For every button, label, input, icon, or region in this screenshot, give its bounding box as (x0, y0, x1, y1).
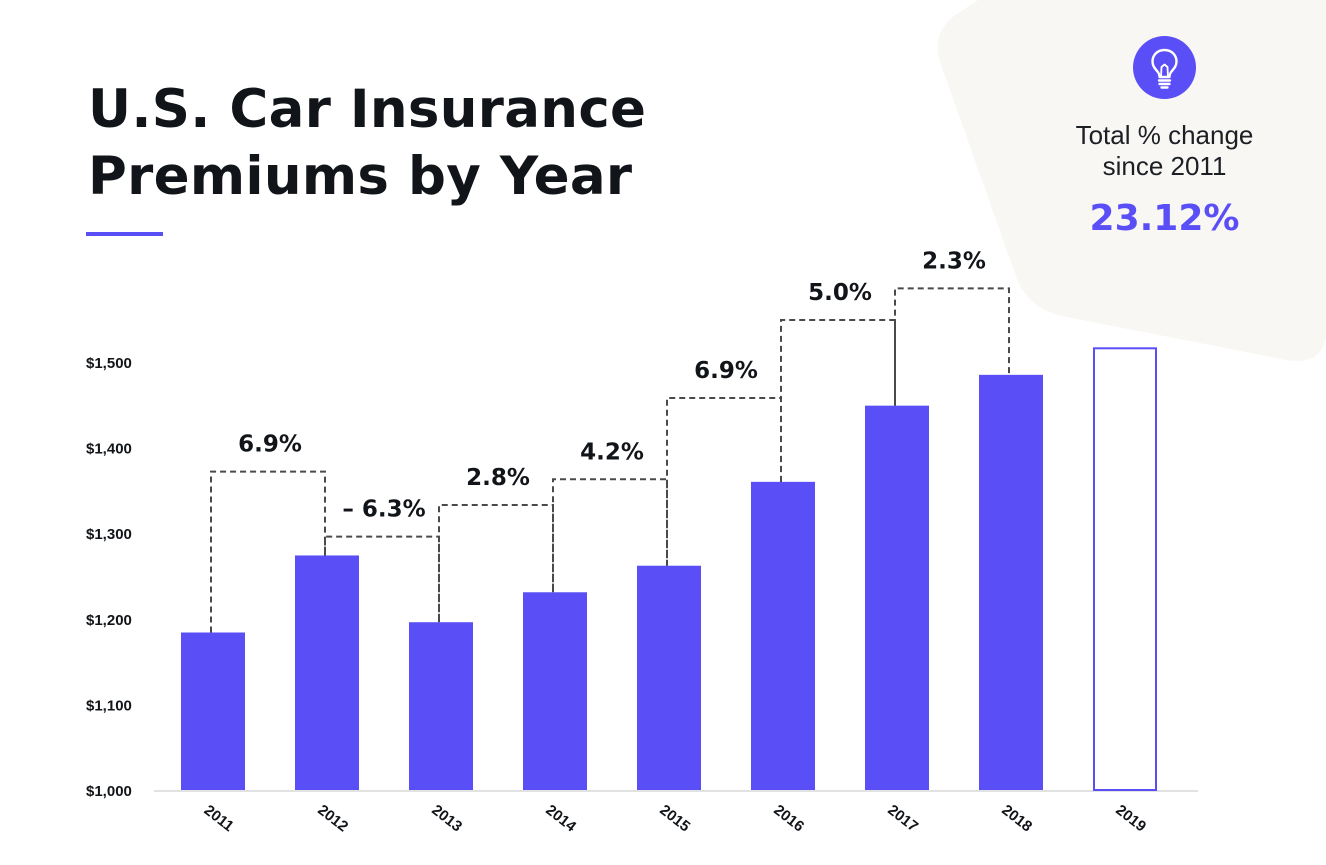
y-tick-label: $1,300 (86, 526, 132, 543)
title-underline (86, 232, 163, 236)
y-tick-label: $1,500 (86, 355, 132, 372)
x-tick-label: 2011 (201, 802, 237, 835)
change-label: 6.9% (694, 358, 758, 384)
y-tick-label: $1,000 (86, 783, 132, 800)
change-label: 2.3% (922, 248, 986, 274)
bar (637, 565, 701, 790)
bar (751, 481, 815, 790)
bar (295, 555, 359, 790)
change-label: – 6.3% (342, 497, 425, 523)
page-title: U.S. Car Insurance Premiums by Year (88, 76, 646, 210)
lightbulb-icon (1133, 36, 1196, 99)
x-tick-label: 2013 (428, 801, 465, 835)
bar (865, 405, 929, 790)
callout-label: Total % change since 2011 (1048, 120, 1281, 182)
x-tick-label: 2016 (770, 801, 807, 835)
y-tick-label: $1,400 (86, 441, 132, 458)
x-tick-label: 2015 (656, 801, 693, 835)
x-tick-label: 2014 (542, 801, 579, 835)
bar (979, 374, 1043, 790)
x-tick-label: 2019 (1112, 801, 1149, 835)
callout-value: 23.12% (1089, 198, 1240, 239)
y-tick-label: $1,200 (86, 612, 132, 629)
change-bracket (210, 470, 326, 633)
x-tick-label: 2018 (998, 801, 1035, 835)
bar (181, 632, 245, 790)
x-tick-label: 2012 (314, 801, 351, 835)
change-label: 4.2% (580, 439, 644, 465)
callout-label-line-1: Total % change (1075, 120, 1254, 150)
title-line-1: U.S. Car Insurance (88, 79, 647, 140)
bar-projected (1093, 347, 1157, 791)
change-label: 2.8% (466, 465, 530, 491)
change-bracket (780, 319, 896, 482)
callout-background (937, 0, 1326, 361)
bar (523, 592, 587, 790)
x-tick-label: 2017 (884, 801, 921, 835)
change-label: 5.0% (808, 280, 872, 306)
bar (409, 622, 473, 790)
title-line-2: Premiums by Year (88, 146, 633, 207)
y-tick-label: $1,100 (86, 697, 132, 714)
change-label: 6.9% (238, 432, 302, 458)
change-bracket (894, 287, 1010, 406)
callout-label-line-2: since 2011 (1102, 151, 1227, 181)
